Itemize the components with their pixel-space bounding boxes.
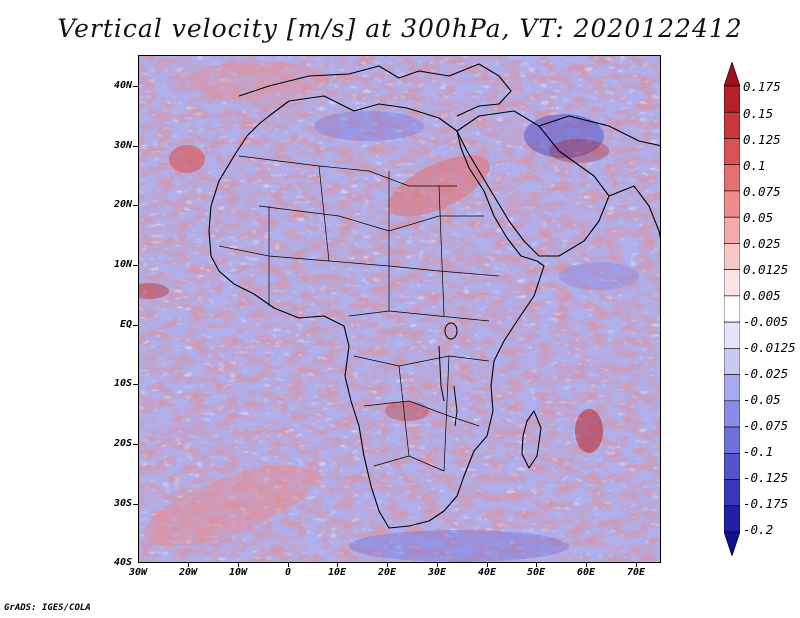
colorbar-segment [724,85,740,113]
colorbar-segment [724,400,740,428]
colorbar-segment [724,216,740,244]
colorbar-label: 0.15 [743,106,774,121]
x-tick-label: 10E [327,567,347,578]
y-tick-label: 20S [113,438,132,449]
vertical-velocity-field [139,56,660,562]
colorbar-segment [724,348,740,375]
coastlines [208,63,660,529]
y-tick-label: 20N [113,199,132,210]
colorbar-label: -0.2 [743,522,774,537]
y-tick-mark [133,444,138,445]
x-tick-mark [188,563,189,567]
colorbar-segment [724,164,740,192]
x-tick-mark [487,563,488,567]
x-tick-label: 70E [626,567,646,578]
colorbar-label: 0.05 [743,210,774,225]
colorbar-label: 0.005 [743,288,781,303]
y-tick-label: 10S [113,378,132,389]
x-tick-label: 50E [526,567,546,578]
y-tick-label: 10N [113,259,132,270]
colorbar-segment [724,531,740,556]
colorbar-label: 0.125 [743,132,781,147]
x-tick-mark [586,563,587,567]
colorbar-segment [724,138,740,166]
y-tick-label: EQ [119,319,132,330]
y-tick-mark [133,205,138,206]
colorbar-label: -0.1 [743,444,774,459]
field-zero-streaks [139,56,660,562]
y-tick-mark [133,325,138,326]
colorbar-segment [724,62,740,87]
x-tick-label: 60E [576,567,596,578]
x-tick-mark [437,563,438,567]
colorbar-segment [724,426,740,454]
x-tick-mark [636,563,637,567]
y-tick-mark [133,146,138,147]
colorbar-label: -0.05 [743,392,781,407]
x-tick-label: 0 [284,567,292,578]
x-tick-mark [288,563,289,567]
lakes [438,322,458,427]
y-tick-label: 40S [113,557,132,568]
x-tick-mark [536,563,537,567]
y-tick-mark [133,265,138,266]
india-coast [608,185,660,239]
colorbar-label: -0.125 [743,470,789,485]
y-tick-label: 30S [113,498,132,509]
x-tick-label: 20E [377,567,397,578]
y-tick-mark [133,504,138,505]
x-tick-mark [238,563,239,567]
x-tick-label: 10W [228,567,248,578]
colorbar-label: -0.175 [743,496,789,511]
madagascar-coast [521,410,542,469]
colorbar-segments [724,62,740,556]
y-tick-label: 40N [113,80,132,91]
colorbar-segment [724,269,740,297]
x-tick-label: 30W [128,567,148,578]
africa-coast [208,95,545,529]
x-tick-mark [337,563,338,567]
iran-coast [538,115,660,147]
europe-coast [238,63,512,117]
colorbar-label: -0.025 [743,366,789,381]
x-tick-label: 20W [178,567,198,578]
colorbar-label: -0.0125 [743,340,796,355]
colorbar-label: 0.1 [743,158,766,173]
map-plot-area [138,55,661,563]
x-tick-label: 40E [477,567,497,578]
y-tick-label: 30N [113,140,132,151]
colorbar-segment [724,111,740,139]
x-tick-mark [387,563,388,567]
grads-credit: GrADS: IGES/COLA [4,603,91,613]
colorbar-segment [724,374,740,402]
y-tick-mark [133,86,138,87]
colorbar-segment [724,321,740,349]
colorbar-label: -0.005 [743,314,789,329]
colorbar-label: -0.075 [743,418,789,433]
colorbar-segment [724,479,740,507]
colorbar-segment [724,452,740,480]
map-title: Vertical velocity [m/s] at 300hPa, VT: 2… [57,14,743,43]
arabia-coast [456,110,610,257]
colorbar-segment [724,243,740,270]
country-borders [218,155,500,472]
colorbar-label: 0.0125 [743,262,789,277]
colorbar-label: 0.175 [743,79,781,94]
y-tick-mark [133,384,138,385]
colorbar-segment [724,505,740,533]
x-tick-label: 30E [427,567,447,578]
colorbar-segment [724,190,740,218]
colorbar [724,62,740,556]
colorbar-label: 0.025 [743,236,781,251]
colorbar-segment [724,295,740,323]
colorbar-label: 0.075 [743,184,781,199]
strong-features [139,61,639,562]
